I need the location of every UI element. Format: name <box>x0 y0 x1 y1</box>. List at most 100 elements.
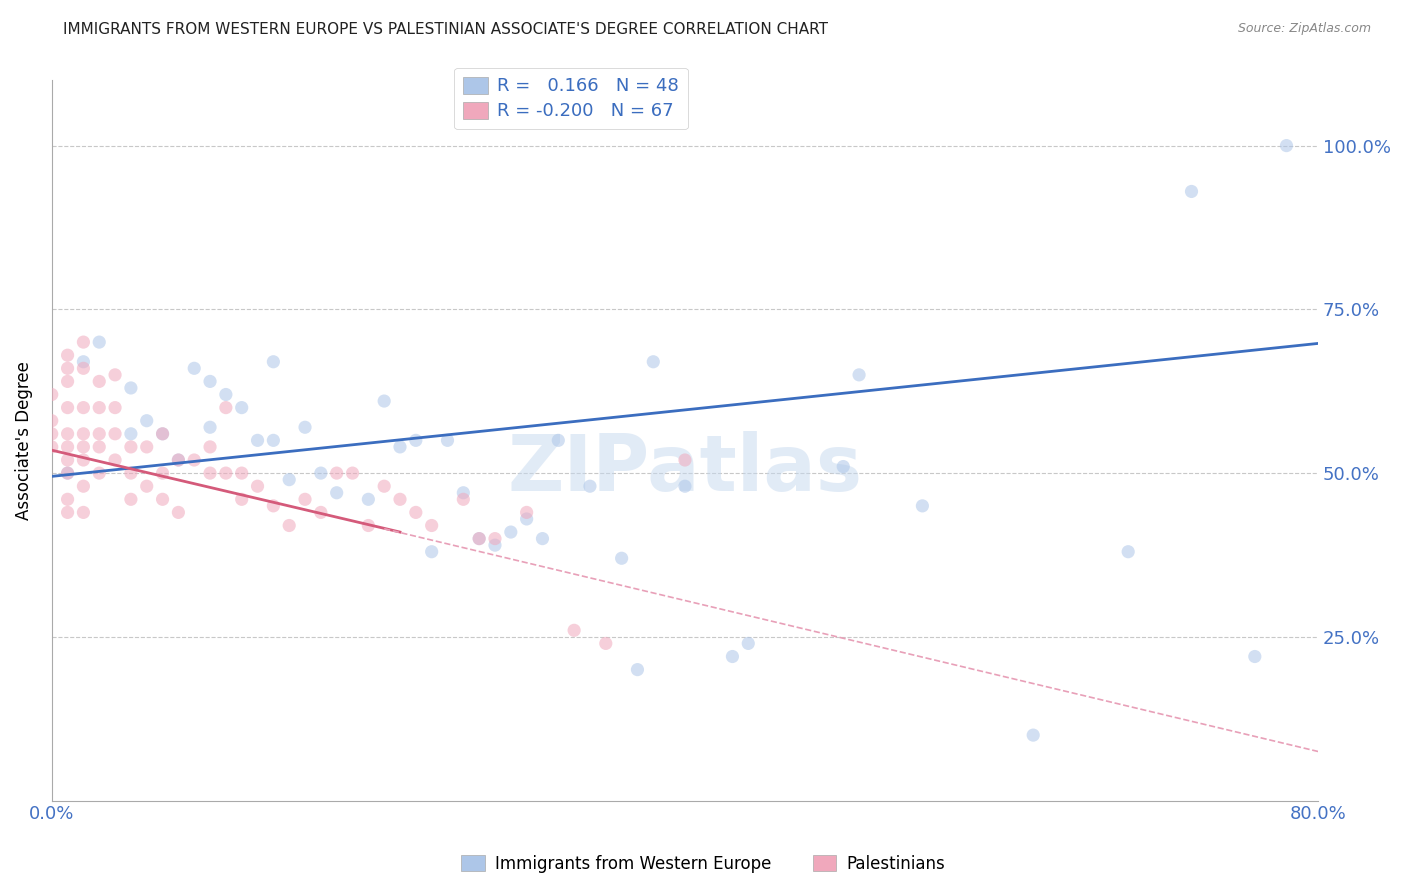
Text: IMMIGRANTS FROM WESTERN EUROPE VS PALESTINIAN ASSOCIATE'S DEGREE CORRELATION CHA: IMMIGRANTS FROM WESTERN EUROPE VS PALEST… <box>63 22 828 37</box>
Point <box>152 466 174 480</box>
Point <box>56 440 79 454</box>
Point <box>231 466 253 480</box>
Point <box>152 426 174 441</box>
Point <box>152 426 174 441</box>
Point <box>468 532 491 546</box>
Point <box>104 401 127 415</box>
Point <box>89 466 111 480</box>
Point <box>848 368 870 382</box>
Point <box>41 440 63 454</box>
Point <box>1022 728 1045 742</box>
Point <box>56 453 79 467</box>
Point <box>294 420 316 434</box>
Point <box>56 492 79 507</box>
Point <box>167 453 190 467</box>
Point <box>56 401 79 415</box>
Point <box>388 440 411 454</box>
Point <box>721 649 744 664</box>
Point <box>342 466 364 480</box>
Point <box>405 434 427 448</box>
Point <box>262 499 284 513</box>
Point <box>484 538 506 552</box>
Point <box>183 361 205 376</box>
Point <box>420 545 443 559</box>
Point <box>595 636 617 650</box>
Point <box>911 499 934 513</box>
Point <box>135 440 157 454</box>
Point <box>198 466 221 480</box>
Point <box>610 551 633 566</box>
Point <box>626 663 648 677</box>
Point <box>104 368 127 382</box>
Point <box>579 479 602 493</box>
Point <box>1116 545 1139 559</box>
Point <box>120 381 142 395</box>
Point <box>215 466 238 480</box>
Point <box>72 401 94 415</box>
Point <box>135 414 157 428</box>
Point <box>373 394 395 409</box>
Point <box>89 375 111 389</box>
Point <box>72 505 94 519</box>
Point <box>120 492 142 507</box>
Point <box>420 518 443 533</box>
Point <box>231 401 253 415</box>
Point <box>673 479 696 493</box>
Text: ZIPatlas: ZIPatlas <box>508 431 862 508</box>
Point <box>547 434 569 448</box>
Point <box>56 361 79 376</box>
Point <box>120 426 142 441</box>
Point <box>198 440 221 454</box>
Point <box>72 440 94 454</box>
Point <box>357 492 380 507</box>
Point <box>246 434 269 448</box>
Point <box>388 492 411 507</box>
Point <box>104 426 127 441</box>
Point <box>309 466 332 480</box>
Point <box>167 505 190 519</box>
Point <box>120 466 142 480</box>
Point <box>215 401 238 415</box>
Point <box>436 434 458 448</box>
Point <box>453 492 475 507</box>
Point <box>231 492 253 507</box>
Point <box>562 624 585 638</box>
Y-axis label: Associate's Degree: Associate's Degree <box>15 361 32 520</box>
Point <box>183 453 205 467</box>
Point <box>56 426 79 441</box>
Point <box>72 479 94 493</box>
Point <box>72 335 94 350</box>
Point <box>405 505 427 519</box>
Point <box>56 466 79 480</box>
Point <box>499 524 522 539</box>
Point <box>1275 138 1298 153</box>
Point <box>294 492 316 507</box>
Point <box>673 453 696 467</box>
Point <box>278 518 301 533</box>
Point <box>56 505 79 519</box>
Point <box>516 505 538 519</box>
Point <box>357 518 380 533</box>
Point <box>167 453 190 467</box>
Point <box>72 426 94 441</box>
Point <box>41 426 63 441</box>
Point <box>41 414 63 428</box>
Legend: Immigrants from Western Europe, Palestinians: Immigrants from Western Europe, Palestin… <box>454 848 952 880</box>
Point <box>198 420 221 434</box>
Point <box>1180 185 1202 199</box>
Point <box>120 440 142 454</box>
Point <box>643 355 665 369</box>
Point <box>531 532 554 546</box>
Point <box>56 348 79 362</box>
Point <box>468 532 491 546</box>
Point <box>325 466 347 480</box>
Point <box>72 361 94 376</box>
Point <box>89 426 111 441</box>
Point <box>246 479 269 493</box>
Point <box>309 505 332 519</box>
Point <box>152 492 174 507</box>
Point <box>89 335 111 350</box>
Point <box>135 479 157 493</box>
Point <box>832 459 855 474</box>
Point <box>89 401 111 415</box>
